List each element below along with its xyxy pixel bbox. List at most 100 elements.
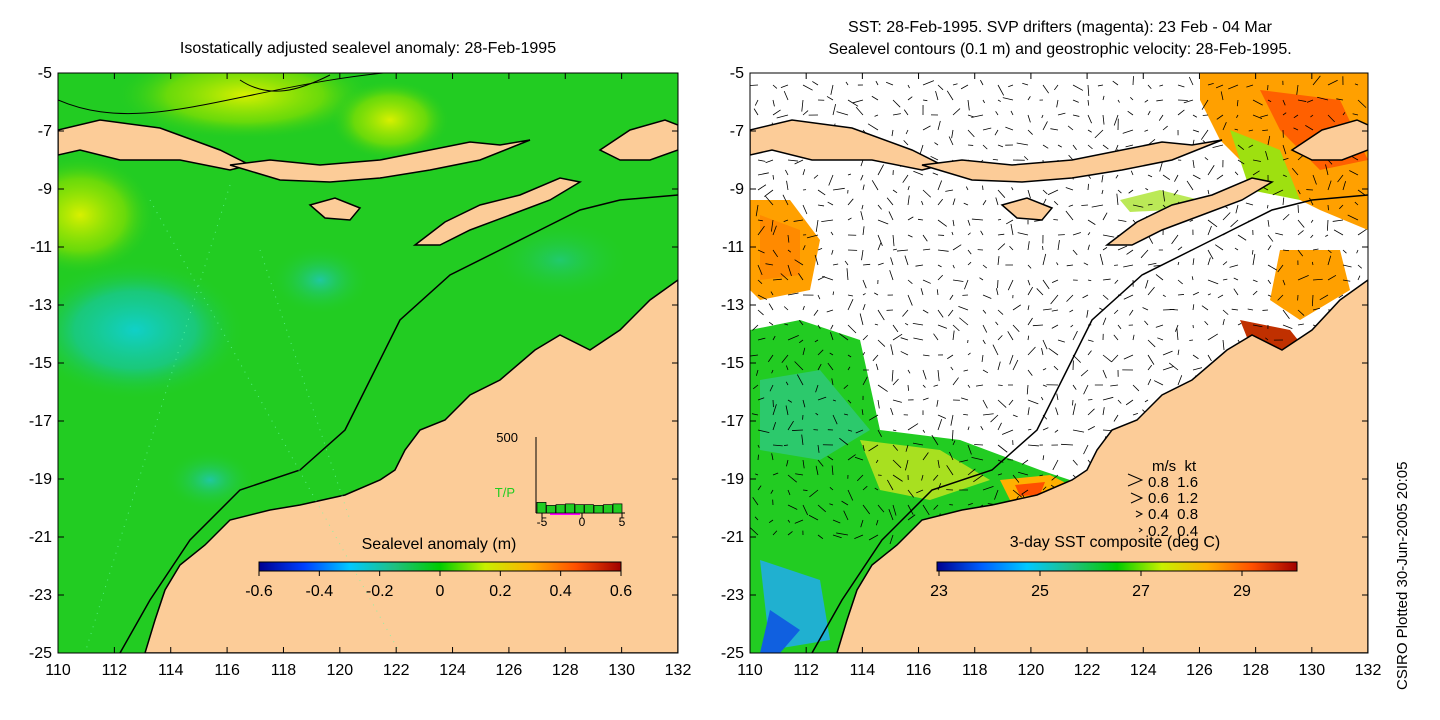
right-map-field <box>750 73 1368 653</box>
velocity-vector <box>806 234 819 239</box>
velocity-vector <box>1177 109 1185 116</box>
velocity-vector <box>1189 219 1194 222</box>
velocity-vector <box>802 347 806 356</box>
velocity-vector <box>1054 84 1059 91</box>
velocity-vector <box>1207 165 1215 176</box>
velocity-vector <box>1113 414 1119 422</box>
velocity-vector <box>902 174 909 183</box>
velocity-vector <box>892 474 903 482</box>
inset-drifter-bar <box>550 512 580 515</box>
velocity-vector <box>843 413 849 416</box>
velocity-vector <box>1102 317 1107 326</box>
velocity-vector <box>887 479 894 491</box>
legend-header: m/s kt <box>1152 458 1197 475</box>
java-land <box>58 119 253 171</box>
velocity-vector <box>1215 84 1224 89</box>
velocity-vector <box>967 352 971 356</box>
sumba-land <box>308 197 362 221</box>
velocity-vector <box>1306 99 1314 103</box>
velocity-vector <box>785 405 789 416</box>
velocity-vector <box>757 309 764 316</box>
velocity-vector <box>1237 159 1245 165</box>
velocity-vector <box>1010 223 1014 236</box>
velocity-vector <box>952 108 961 116</box>
right-ytick-label: -7 <box>730 123 744 140</box>
velocity-vector <box>832 263 839 266</box>
velocity-vector <box>787 504 798 510</box>
velocity-vector <box>937 274 944 281</box>
velocity-vector <box>751 413 759 416</box>
velocity-vector <box>832 534 842 539</box>
velocity-vector <box>1087 129 1092 133</box>
velocity-vector <box>1083 262 1089 266</box>
velocity-vector <box>862 485 868 491</box>
velocity-vector <box>817 349 824 356</box>
velocity-vector <box>787 334 799 341</box>
velocity-vector <box>892 189 898 194</box>
velocity-vector <box>1123 354 1134 360</box>
right-xtick-label: 116 <box>906 662 932 679</box>
velocity-vector <box>802 399 806 408</box>
velocity-vector <box>1008 399 1014 406</box>
inset-bar <box>612 503 623 514</box>
velocity-vector <box>1083 384 1089 395</box>
velocity-vector <box>1319 294 1329 301</box>
velocity-vector <box>1087 144 1093 150</box>
velocity-vector <box>1027 129 1033 135</box>
velocity-vector <box>877 219 889 225</box>
right-ytick-label: -19 <box>721 471 744 488</box>
velocity-vector <box>860 159 864 167</box>
velocity-vector <box>757 279 763 284</box>
velocity-vector <box>1117 324 1122 330</box>
velocity-vector <box>1293 127 1299 131</box>
velocity-vector <box>776 114 789 119</box>
left-map[interactable]: 110 112 114 116 118 120 122 124 126 128 130 132 -5 -7… <box>0 0 700 720</box>
velocity-vector <box>1052 459 1059 471</box>
velocity-vector <box>1027 264 1032 269</box>
velocity-vector <box>1192 174 1201 180</box>
velocity-vector <box>757 337 766 341</box>
velocity-vector <box>802 489 808 491</box>
velocity-vector <box>1132 334 1135 341</box>
velocity-vector <box>907 504 914 515</box>
velocity-vector <box>1102 396 1114 401</box>
velocity-vector <box>1162 350 1173 356</box>
right-xtick-label: 126 <box>1186 662 1213 679</box>
velocity-vector <box>829 352 834 356</box>
colorbar-scale <box>258 561 622 572</box>
left-ytick-label: -21 <box>29 529 52 546</box>
velocity-vector <box>1200 129 1209 140</box>
velocity-vector <box>1027 444 1039 447</box>
left-xtick-label: 114 <box>158 662 184 679</box>
velocity-vector <box>1339 204 1344 210</box>
velocity-vector <box>847 366 851 371</box>
velocity-vector <box>1027 369 1033 376</box>
velocity-vector <box>831 378 834 386</box>
banda-islands <box>598 119 678 161</box>
velocity-vector <box>1050 294 1059 305</box>
velocity-vector <box>1252 159 1262 162</box>
velocity-vector <box>1297 99 1307 102</box>
velocity-vector <box>958 306 969 311</box>
velocity-vector <box>963 369 969 372</box>
velocity-vector <box>855 106 864 116</box>
velocity-vector <box>1112 80 1119 86</box>
velocity-vector <box>1027 279 1031 286</box>
velocity-vector <box>1101 174 1104 183</box>
left-ytick-label: -15 <box>29 355 52 372</box>
velocity-vector <box>787 519 791 523</box>
velocity-vector <box>1068 204 1074 207</box>
velocity-vector <box>772 99 775 107</box>
right-map[interactable]: 110 112 114 116 118 120 122 124 126 128 130 132 -5 -7… <box>700 0 1440 720</box>
velocity-vector <box>1051 279 1059 284</box>
left-ytick-label: -13 <box>29 297 52 314</box>
velocity-vector <box>821 219 834 223</box>
velocity-vector <box>754 516 759 521</box>
velocity-vector <box>1272 189 1284 196</box>
colorbar-tick-label: 25 <box>1031 583 1049 600</box>
velocity-vector <box>1027 399 1039 405</box>
velocity-vector <box>814 254 819 266</box>
velocity-vector <box>950 414 954 426</box>
velocity-vector <box>1317 96 1329 101</box>
velocity-vector <box>812 81 819 86</box>
